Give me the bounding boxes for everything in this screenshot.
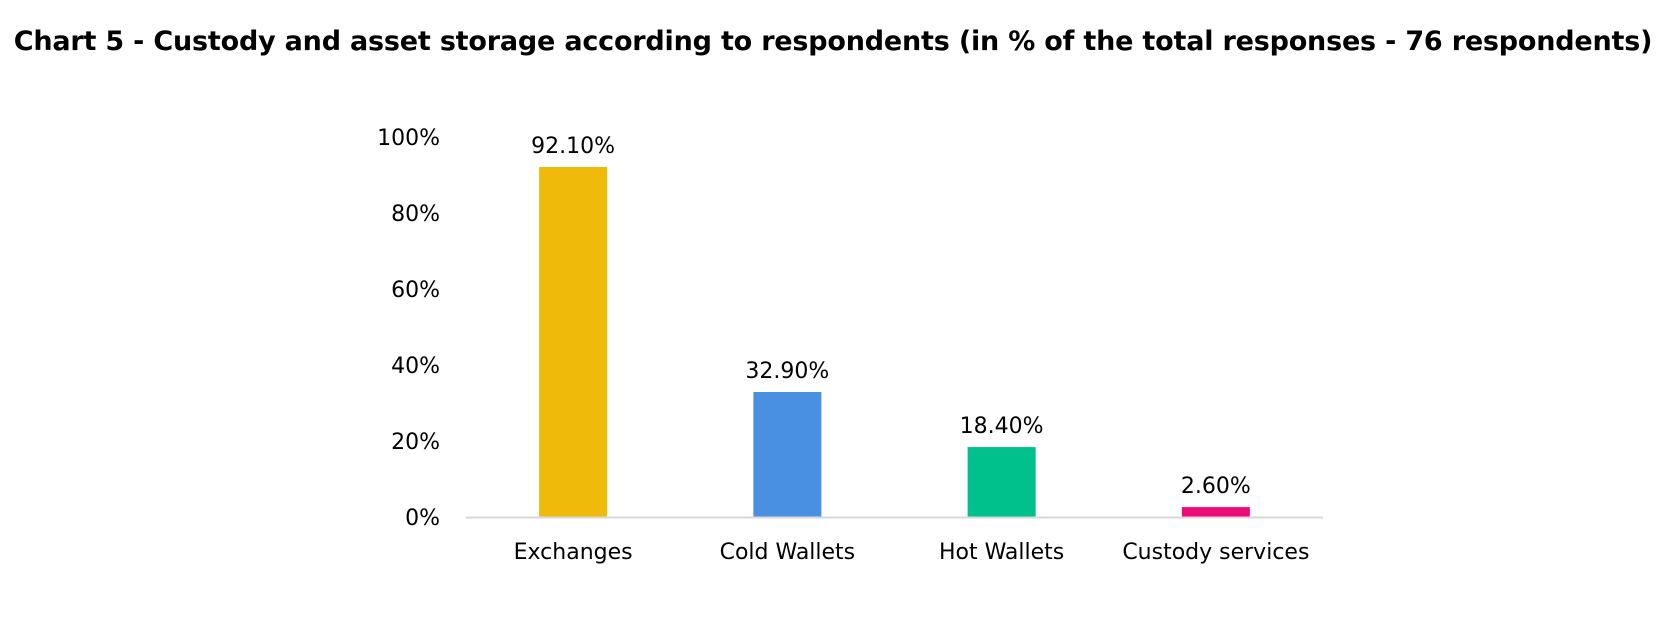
x-category-label: Cold Wallets: [720, 540, 856, 565]
bars: [539, 167, 1250, 517]
y-tick-label: 80%: [391, 202, 440, 227]
y-tick-label: 20%: [391, 430, 440, 455]
data-label: 18.40%: [960, 414, 1044, 439]
x-category-label: Exchanges: [514, 540, 633, 565]
y-axis-tick-labels: 0% 20% 40% 60% 80% 100%: [377, 126, 440, 531]
bar-custody-services: [1181, 507, 1250, 517]
chart-title: Chart 5 - Custody and asset storage acco…: [13, 26, 1653, 57]
x-axis-category-labels: Exchanges Cold Wallets Hot Wallets Custody …: [514, 540, 1310, 565]
x-category-label: Custody services: [1122, 540, 1309, 565]
y-tick-label: 100%: [377, 126, 440, 151]
bar-hot-wallets: [967, 447, 1036, 517]
bar-cold-wallets: [753, 391, 822, 517]
data-label: 2.60%: [1181, 474, 1251, 499]
data-label: 32.90%: [745, 359, 829, 384]
y-tick-label: 40%: [391, 354, 440, 379]
data-label: 92.10%: [531, 134, 615, 159]
y-tick-label: 60%: [391, 278, 440, 303]
bar-exchanges: [539, 167, 608, 517]
data-labels: 92.10% 32.90% 18.40% 2.60%: [531, 134, 1251, 499]
y-tick-label: 0%: [405, 506, 440, 531]
x-category-label: Hot Wallets: [939, 540, 1064, 565]
